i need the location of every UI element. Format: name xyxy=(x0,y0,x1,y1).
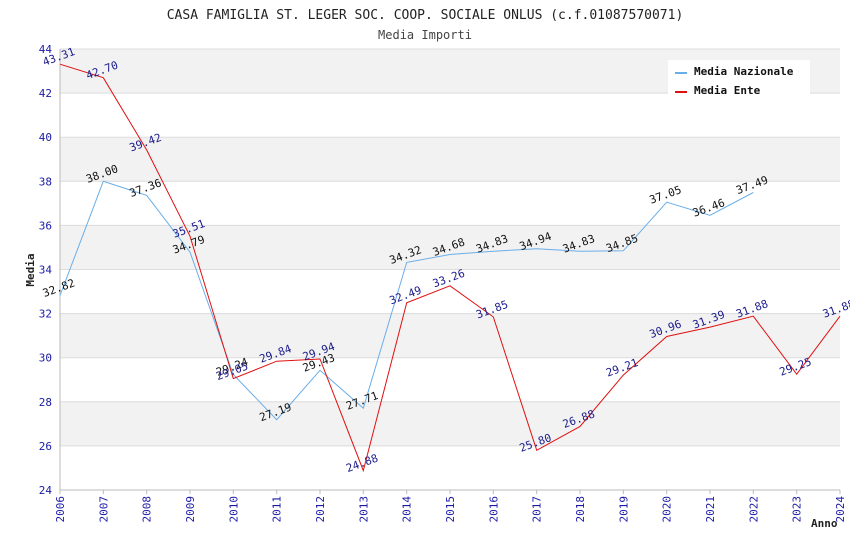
y-tick-label: 30 xyxy=(39,352,52,365)
y-tick-labels: 24 26 28 30 32 34 36 38 40 42 44 xyxy=(39,43,53,497)
x-tick-label: 2019 xyxy=(617,496,630,523)
x-tick-labels: 2006 2007 2008 2009 2010 2011 2012 2013 2014 2015… xyxy=(54,496,847,523)
plot-band xyxy=(60,313,840,358)
legend-label-ente: Media Ente xyxy=(694,84,761,97)
y-tick-label: 24 xyxy=(39,484,53,497)
x-tick-label: 2015 xyxy=(444,496,457,523)
y-tick-label: 32 xyxy=(39,308,52,321)
y-tick-label: 38 xyxy=(39,175,52,188)
chart-subtitle: Media Importi xyxy=(378,28,472,42)
x-tick-label: 2012 xyxy=(314,496,327,523)
y-tick-label: 44 xyxy=(39,43,53,56)
data-label: 24.88 xyxy=(344,452,380,476)
plot-bands xyxy=(60,49,840,446)
x-tick-label: 2018 xyxy=(574,496,587,523)
x-tick-label: 2023 xyxy=(791,496,804,523)
x-tick-label: 2024 xyxy=(834,496,847,523)
y-tick-label: 42 xyxy=(39,87,52,100)
x-tick-label: 2008 xyxy=(141,496,154,523)
x-tick-label: 2013 xyxy=(357,496,370,523)
legend-box xyxy=(668,60,810,98)
chart-title: CASA FAMIGLIA ST. LEGER SOC. COOP. SOCIA… xyxy=(167,8,684,23)
plot-band xyxy=(60,401,840,446)
data-label: 36.46 xyxy=(691,196,727,220)
series-lines xyxy=(59,63,841,473)
x-tick-label: 2006 xyxy=(54,496,67,523)
x-tick-label: 2007 xyxy=(97,496,110,523)
data-label: 29.25 xyxy=(778,355,814,379)
data-label: 32.82 xyxy=(41,276,77,300)
legend-label-nazionale: Media Nazionale xyxy=(694,65,794,78)
series-line-ente xyxy=(59,63,841,473)
x-axis-label: Anno xyxy=(811,517,838,530)
plot-band xyxy=(60,225,840,270)
x-tick-label: 2014 xyxy=(401,496,414,523)
x-tick-label: 2021 xyxy=(704,496,717,523)
x-tick-label: 2022 xyxy=(747,496,760,523)
series-line-nazionale xyxy=(59,180,754,421)
y-tick-label: 28 xyxy=(39,396,52,409)
x-tick-label: 2010 xyxy=(227,496,240,523)
y-tick-label: 40 xyxy=(39,131,52,144)
x-tick-label: 2009 xyxy=(184,496,197,523)
x-tick-label: 2020 xyxy=(661,496,674,523)
y-tick-label: 36 xyxy=(39,219,52,232)
grid-lines xyxy=(59,48,841,494)
plot-band xyxy=(60,137,840,182)
y-tick-label: 26 xyxy=(39,440,52,453)
y-tick-label: 34 xyxy=(39,264,53,277)
y-axis-label: Media xyxy=(24,253,37,286)
legend: Media Nazionale Media Ente xyxy=(668,60,810,98)
x-tick-label: 2011 xyxy=(271,496,284,523)
x-tick-label: 2016 xyxy=(487,496,500,522)
x-tick-label: 2017 xyxy=(531,496,544,523)
data-label: 32.49 xyxy=(388,284,424,308)
